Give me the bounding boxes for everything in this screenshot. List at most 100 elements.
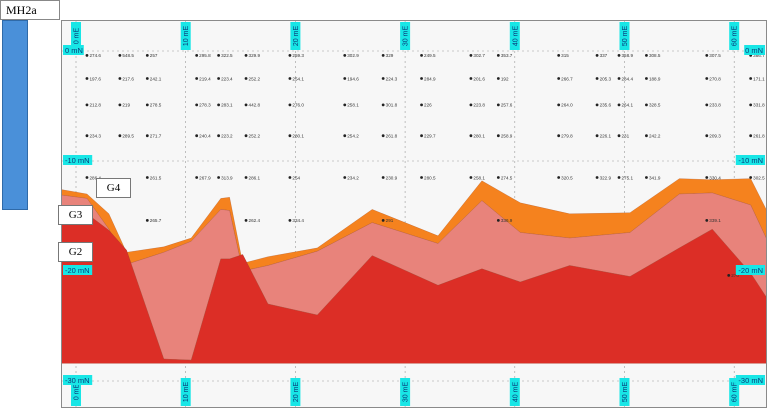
sample-point [288, 176, 292, 179]
sample-value-label: 337 [600, 53, 608, 58]
sample-value-label: 291 [386, 218, 394, 223]
sample-value-label: 308.5 [649, 53, 661, 58]
sample-point [118, 77, 122, 80]
sample-value-label: 194.6 [347, 76, 359, 81]
easting-label: 0 mE [74, 28, 81, 45]
sample-value-label: 270 [731, 273, 739, 278]
sample-value-label: 270.8 [709, 76, 721, 81]
sample-value-label: 252.2 [249, 134, 261, 139]
sample-point [557, 134, 561, 138]
sample-point [85, 103, 89, 107]
sample-point [705, 134, 709, 138]
drillhole-trace-bar [2, 20, 28, 210]
sample-value-label: 197.6 [89, 76, 101, 81]
sample-value-label: 278.3 [199, 103, 211, 108]
sample-point [195, 176, 199, 179]
sample-value-label: 171.1 [753, 76, 765, 81]
sample-value-label: 284.9 [424, 76, 436, 81]
sample-value-label: 217.6 [122, 76, 134, 81]
sample-value-label: 302.5 [753, 175, 765, 180]
sample-value-label: 231 [622, 134, 630, 139]
easting-label-box [71, 22, 81, 50]
sample-point [496, 77, 500, 80]
sample-point [557, 77, 561, 80]
sample-point [343, 176, 347, 179]
sample-point [244, 54, 248, 57]
sample-value-label: 358.9 [622, 53, 634, 58]
sample-point [195, 77, 199, 80]
sample-point [288, 134, 292, 138]
sample-point [85, 176, 89, 179]
sample-point [496, 134, 500, 138]
sample-value-label: 341.9 [649, 175, 661, 180]
sample-point [705, 176, 709, 179]
sample-value-label: 279.8 [561, 134, 573, 139]
sample-value-label: 266.7 [561, 76, 573, 81]
easting-label-box [729, 378, 740, 406]
sample-point [343, 103, 347, 107]
northing-label-box [735, 155, 765, 165]
sample-value-label: 275.1 [622, 175, 634, 180]
sample-value-label: 201.6 [473, 76, 485, 81]
sample-value-label: 442.8 [249, 103, 261, 108]
sample-value-label: 224.3 [386, 76, 398, 81]
sample-value-label: 249.5 [424, 53, 436, 58]
easting-label: 40 mE [512, 382, 519, 403]
sample-point [469, 54, 473, 57]
sample-point [85, 134, 89, 138]
sample-point [617, 103, 621, 107]
sample-point [705, 77, 709, 80]
sample-point [381, 176, 385, 179]
easting-label: 60 mE [732, 26, 739, 47]
sample-value-label: 283.1 [221, 103, 233, 108]
sample-point [343, 54, 347, 57]
sample-value-label: 334.4 [292, 218, 304, 223]
northing-label: -20 mN [738, 266, 763, 275]
drillhole-name-box: MH2a [0, 0, 60, 20]
sample-point [617, 176, 621, 179]
sample-value-label: 254 [292, 175, 300, 180]
sample-value-label: 331.8 [753, 103, 765, 108]
unit-label-g4: G4 [96, 178, 131, 198]
easting-label-box [290, 378, 301, 406]
sample-value-label: 240.4 [199, 134, 211, 139]
sample-value-label: 235.6 [600, 103, 612, 108]
easting-label: 60 mE [732, 382, 739, 403]
sample-value-label: 307.5 [709, 53, 721, 58]
sample-value-label: 329 [386, 53, 394, 58]
northing-label-box [63, 45, 84, 55]
sample-point [469, 77, 473, 80]
sample-value-label: 233.8 [709, 103, 721, 108]
sample-point [118, 134, 122, 138]
sample-point [118, 54, 122, 57]
sample-point [244, 134, 248, 138]
cross-section-plot: 274.6 548.5 257 295.8 322.5 329.9 259.3 302.9 32… [62, 21, 766, 407]
sample-value-label: 219.4 [199, 76, 211, 81]
sample-value-label: 223.4 [221, 76, 233, 81]
sample-point [595, 77, 599, 80]
sample-value-label: 205.3 [600, 76, 612, 81]
northing-label-box [744, 45, 765, 55]
sample-point [217, 77, 221, 80]
sample-value-label: 274.6 [89, 53, 101, 58]
sample-point [145, 219, 149, 222]
sample-point [557, 176, 561, 179]
northing-label-box [63, 375, 93, 385]
sample-value-label: 254.1 [292, 76, 304, 81]
sample-value-label: 280.5 [424, 175, 436, 180]
sample-value-label: 274.5 [501, 175, 513, 180]
sample-value-label: 254.2 [347, 134, 359, 139]
easting-label: 40 mE [512, 26, 519, 47]
sample-point [469, 134, 473, 138]
sample-value-label: 286.4 [89, 175, 101, 180]
sample-value-label: 242.1 [150, 76, 162, 81]
sample-value-label: 328.5 [649, 103, 661, 108]
sample-point [217, 103, 221, 107]
sample-value-label: 257 [150, 53, 158, 58]
sample-point [195, 134, 199, 138]
sample-value-label: 223.2 [221, 134, 233, 139]
northing-label: -30 mN [65, 376, 90, 385]
sample-value-label: 264.1 [622, 103, 634, 108]
northing-label: -10 mN [65, 156, 90, 165]
sample-value-label: 315 [561, 53, 569, 58]
